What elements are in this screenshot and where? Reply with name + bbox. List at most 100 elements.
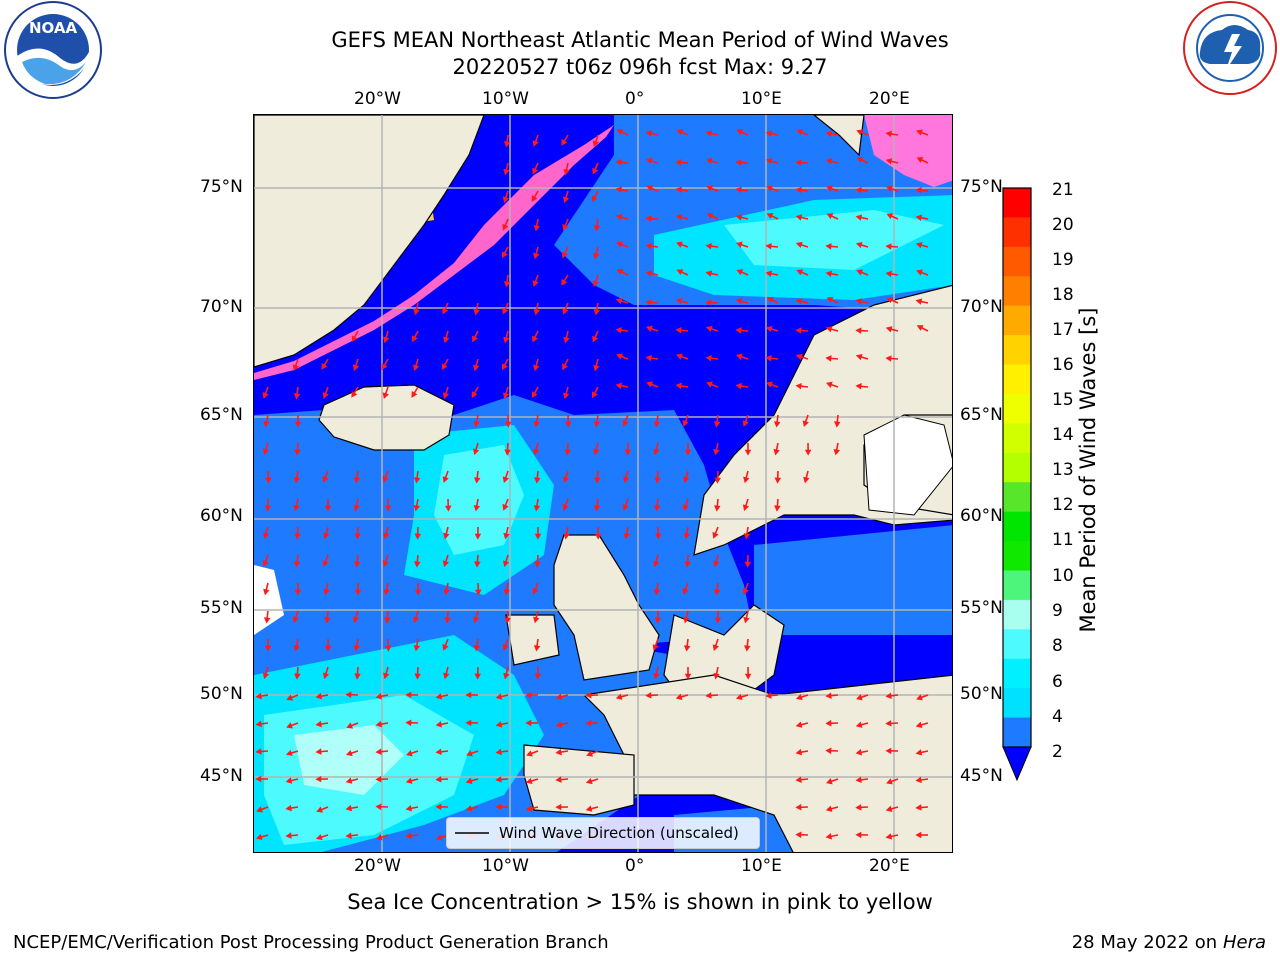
wave-direction-arrowhead xyxy=(435,776,442,783)
wave-direction-arrowhead xyxy=(502,196,510,204)
wave-direction-arrowhead xyxy=(705,157,713,165)
wave-direction-arrowhead xyxy=(855,721,863,728)
colorbar-tick-label: 19 xyxy=(1052,250,1074,270)
wave-direction-arrowhead xyxy=(375,720,383,728)
wave-direction-arrowhead xyxy=(825,833,833,840)
wave-direction-arrowhead xyxy=(262,560,269,567)
wave-direction-arrowhead xyxy=(345,749,353,757)
wave-direction-arrowhead xyxy=(473,645,481,652)
wave-direction-arrowhead xyxy=(591,195,598,203)
wave-direction-arrowhead xyxy=(414,533,422,540)
wave-direction-arrowhead xyxy=(315,692,323,700)
wave-direction-arrowhead xyxy=(561,138,568,146)
wave-direction-arrowhead xyxy=(616,269,624,275)
wave-direction-arrowhead xyxy=(315,775,322,783)
wave-direction-arrowhead xyxy=(414,589,422,596)
wave-direction-arrowhead xyxy=(856,157,864,163)
lon-tick-top-5: 20°E xyxy=(869,89,910,109)
wave-direction-arrowhead xyxy=(293,644,300,652)
wave-direction-arrowhead xyxy=(533,224,541,232)
wave-direction-arrowhead xyxy=(533,448,540,456)
wave-direction-arrowhead xyxy=(645,354,652,362)
wave-direction-arrowhead xyxy=(736,241,743,248)
lon-tick-bottom-2: 10°W xyxy=(482,856,529,876)
wave-direction-arrowhead xyxy=(766,297,774,303)
footer-date: 28 May 2022 on Hera xyxy=(1072,932,1266,953)
wave-direction-arrowhead xyxy=(616,129,624,135)
wave-direction-arrowhead xyxy=(503,672,510,680)
colorbar-tick-label: 17 xyxy=(1052,320,1074,340)
wave-direction-arrowhead xyxy=(286,694,294,701)
wave-direction-arrowhead xyxy=(675,693,683,700)
wave-direction-arrowhead xyxy=(766,185,773,192)
wave-direction-arrowhead xyxy=(802,420,809,427)
lat-tick-right-75: 75°N xyxy=(960,177,1003,197)
wave-direction-arrowhead xyxy=(645,299,652,306)
wave-direction-arrowhead xyxy=(563,392,570,400)
wave-direction-arrowhead xyxy=(735,298,743,305)
wave-direction-arrowhead xyxy=(705,270,713,277)
wave-direction-arrowhead xyxy=(766,381,773,388)
wave-direction-arrowhead xyxy=(803,476,810,484)
colorbar-cell xyxy=(1003,217,1031,248)
wave-direction-arrowhead xyxy=(495,721,503,728)
wave-direction-arrowhead xyxy=(444,505,452,512)
wave-direction-arrowhead xyxy=(826,297,834,303)
wave-direction-arrowhead xyxy=(615,159,622,166)
wave-direction-arrowhead xyxy=(916,157,924,163)
colorbar-cell xyxy=(1003,541,1031,571)
lat-tick-left-45: 45°N xyxy=(200,766,243,786)
wave-direction-arrowhead xyxy=(321,363,328,370)
wave-direction-arrowhead xyxy=(916,129,923,136)
wave-direction-arrowhead xyxy=(502,476,509,483)
wave-direction-arrowhead xyxy=(804,449,812,456)
wave-direction-arrowhead xyxy=(555,721,563,728)
wave-direction-arrowhead xyxy=(262,448,270,456)
colorbar-tick-label: 12 xyxy=(1052,495,1074,515)
wave-direction-arrowhead xyxy=(322,392,329,399)
wave-direction-arrowhead xyxy=(255,692,262,700)
wave-direction-arrowhead xyxy=(383,532,390,540)
wave-direction-arrowhead xyxy=(465,691,472,699)
sea-ice-note: Sea Ice Concentration > 15% is shown in … xyxy=(347,890,933,914)
lat-tick-left-70: 70°N xyxy=(200,297,243,317)
wave-direction-arrowhead xyxy=(743,476,750,484)
wave-direction-arrowhead xyxy=(676,353,683,360)
wave-direction-arrowhead xyxy=(676,241,683,248)
wave-direction-arrowhead xyxy=(383,672,390,680)
wave-direction-arrowhead xyxy=(354,533,361,540)
wave-direction-arrowhead xyxy=(915,804,922,811)
wave-direction-arrowhead xyxy=(825,747,832,755)
wave-direction-arrowhead xyxy=(885,833,893,840)
colorbar-tick-label: 20 xyxy=(1052,215,1074,235)
colorbar-cell xyxy=(1003,276,1031,307)
wave-direction-arrowhead xyxy=(855,241,863,249)
wave-direction-arrowhead xyxy=(645,270,653,277)
wave-direction-arrowhead xyxy=(684,561,691,568)
wave-direction-arrowhead xyxy=(645,157,653,165)
wave-direction-arrowhead xyxy=(495,776,502,783)
wave-direction-arrowhead xyxy=(473,308,480,316)
wave-direction-arrowhead xyxy=(645,242,652,250)
wave-direction-arrowhead xyxy=(594,477,601,484)
wave-direction-arrowhead xyxy=(352,616,360,624)
wave-direction-arrowhead xyxy=(744,645,751,652)
wave-direction-arrowhead xyxy=(705,130,713,137)
wave-direction-arrowhead xyxy=(315,748,322,755)
wave-direction-arrowhead xyxy=(443,588,450,596)
wave-direction-arrowhead xyxy=(562,251,568,259)
wave-direction-arrowhead xyxy=(592,140,599,147)
colorbar-tick-label: 6 xyxy=(1052,672,1063,692)
wave-direction-arrowhead xyxy=(743,616,750,624)
wave-direction-arrowhead xyxy=(616,353,623,360)
wave-direction-arrowhead xyxy=(885,692,892,700)
wave-direction-arrowhead xyxy=(352,364,360,372)
wave-direction-arrowhead xyxy=(555,693,563,700)
wave-direction-arrowhead xyxy=(383,336,390,344)
wave-direction-arrowhead xyxy=(712,531,719,539)
wave-direction-arrowhead xyxy=(795,748,803,756)
colorbar-extend-arrow xyxy=(1002,746,1032,782)
colorbar-tick-label: 15 xyxy=(1052,390,1074,410)
wave-direction-arrowhead xyxy=(256,806,263,813)
wave-direction-arrowhead xyxy=(406,750,413,757)
